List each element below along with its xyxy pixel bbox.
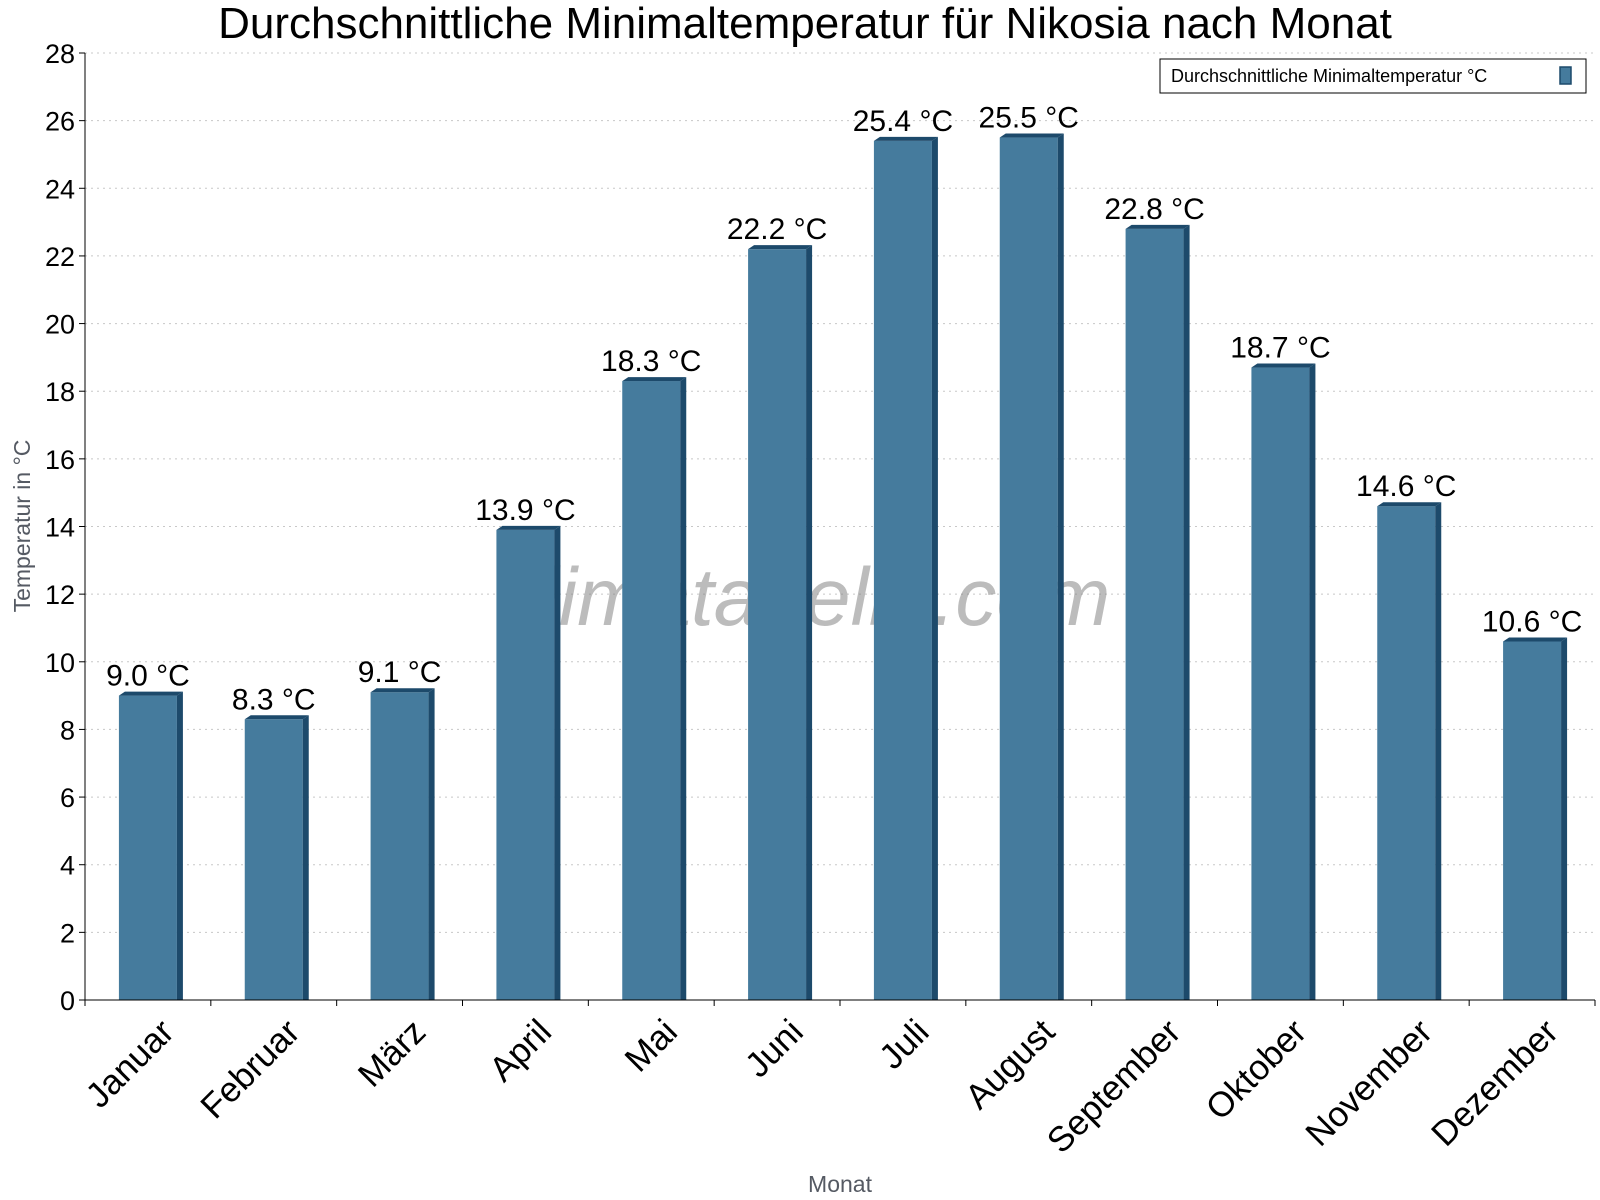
bar-front [1377,506,1436,1000]
bar-side [1561,637,1568,1000]
value-label: 14.6 °C [1356,470,1456,503]
bar-side [680,377,687,1000]
y-tick-label: 2 [60,918,75,948]
x-tick-label: September [1040,1012,1189,1161]
x-tick-label: November [1298,1012,1440,1154]
bar-top [1251,363,1316,368]
bar-top [370,688,435,693]
bar-front [622,381,681,1000]
bar-front [873,140,932,1000]
bar-2 [370,688,435,1000]
x-tick-label: Februar [193,1012,307,1126]
bar-side [428,688,435,1000]
y-tick-label: 20 [45,310,75,340]
bar-front [1503,641,1562,1000]
x-tick-label: April [482,1012,559,1089]
bar-1 [244,715,309,1000]
y-tick-label: 8 [60,715,75,745]
bar-top [873,136,938,141]
y-tick-label: 26 [45,107,75,137]
bar-front [1125,228,1184,1000]
bar-5 [748,245,813,1000]
value-label: 22.8 °C [1104,193,1204,226]
legend-label: Durchschnittliche Minimaltemperatur °C [1171,66,1487,86]
bar-side [931,136,938,1000]
bar-3 [496,525,561,1000]
y-tick-label: 4 [60,851,75,881]
bar-front [748,249,807,1000]
bar-side [1309,363,1316,1000]
value-label: 13.9 °C [475,494,575,527]
value-label: 8.3 °C [232,683,316,716]
value-label: 18.7 °C [1230,332,1330,365]
bar-side [806,245,813,1000]
y-tick-label: 10 [45,648,75,678]
bars: 9.0 °C 8.3 °C 9.1 °C 13.9 °C 18.3 °C 22.2 °C 2… [106,102,1582,1000]
bar-9 [1251,363,1316,1000]
bar-top [1503,637,1568,642]
bar-front [999,137,1058,1000]
x-axis-label: Monat [808,1171,873,1197]
bar-side [302,715,309,1000]
bar-front [118,695,177,1000]
y-tick-label: 0 [60,986,75,1016]
bar-side [176,691,183,1000]
x-tick-label: Oktober [1198,1012,1314,1128]
bar-top [1125,224,1190,229]
value-label: 25.4 °C [853,105,953,138]
value-label: 25.5 °C [979,102,1079,135]
y-tick-label: 6 [60,783,75,813]
bar-top [496,525,561,530]
x-tick-label: Januar [78,1012,181,1115]
bar-11 [1503,637,1568,1000]
y-tick-label: 24 [45,174,75,204]
bar-side [1183,224,1190,1000]
bar-top [244,715,309,720]
bar-front [370,692,429,1000]
bar-4 [622,377,687,1000]
bar-side [1057,133,1064,1000]
x-tick-label: Juni [738,1012,811,1085]
value-label: 18.3 °C [601,345,701,378]
y-tick-label: 22 [45,242,75,272]
bar-10 [1377,502,1442,1000]
x-ticks: Januar Februar März April Mai Juni Juli AugustS… [78,1000,1596,1161]
bar-7 [999,133,1064,1000]
bar-top [748,245,813,250]
x-tick-label: März [351,1012,434,1095]
value-label: 9.1 °C [358,656,442,689]
y-tick-label: 18 [45,377,75,407]
value-label: 22.2 °C [727,213,827,246]
y-tick-label: 16 [45,445,75,475]
x-tick-label: Juli [872,1012,937,1077]
value-label: 10.6 °C [1482,605,1582,638]
y-tick-label: 28 [45,39,75,69]
bar-0 [118,691,183,1000]
chart-title: Durchschnittliche Minimaltemperatur für … [218,0,1392,48]
x-tick-label: Mai [617,1012,684,1079]
bar-side [554,525,561,1000]
bar-top [999,133,1064,138]
bar-front [1251,367,1310,1000]
bar-side [1435,502,1442,1000]
y-axis-label: Temperatur in °C [9,440,35,613]
legend-swatch [1559,66,1572,85]
y-tick-label: 14 [45,513,75,543]
value-label: 9.0 °C [106,660,190,693]
bar-front [244,719,303,1000]
legend-box [1159,58,1587,94]
y-tick-label: 12 [45,580,75,610]
bar-6 [873,136,938,1000]
bar-top [1377,502,1442,507]
x-tick-label: Dezember [1424,1012,1566,1154]
legend: Durchschnittliche Minimaltemperatur °C [1159,58,1587,94]
x-tick-label: August [958,1012,1063,1117]
bar-front [496,529,555,1000]
bar-8 [1125,224,1190,1000]
bar-top [118,691,183,696]
bar-top [622,377,687,382]
